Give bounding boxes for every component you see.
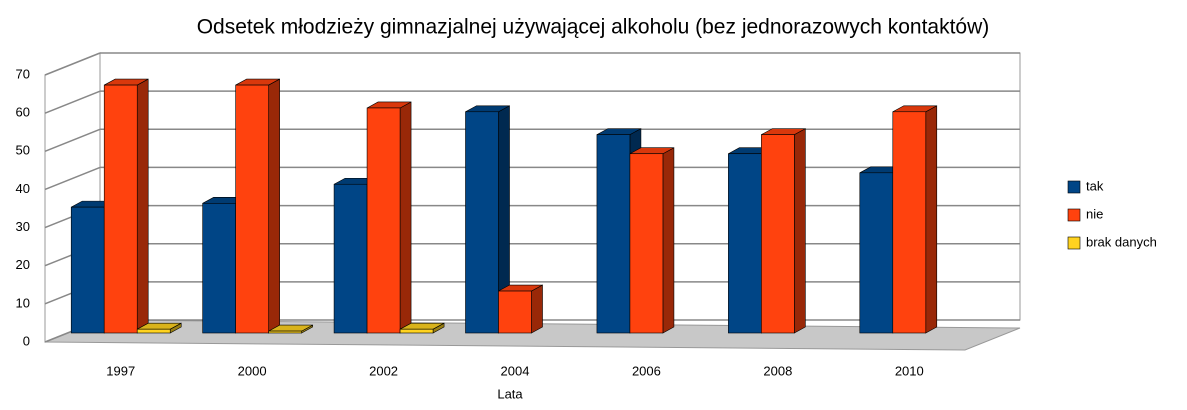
bar bbox=[892, 111, 927, 334]
bar bbox=[629, 153, 664, 334]
x-tick-label: 1997 bbox=[106, 363, 135, 378]
legend-swatch bbox=[1067, 208, 1081, 222]
grid-line bbox=[44, 90, 101, 114]
bar bbox=[728, 153, 762, 334]
y-tick-label: 20 bbox=[16, 257, 30, 272]
y-tick-label: 50 bbox=[16, 143, 30, 158]
legend-label: brak danych bbox=[1086, 234, 1157, 249]
bar bbox=[366, 107, 401, 334]
bar bbox=[235, 84, 269, 334]
bar bbox=[136, 328, 171, 334]
y-tick-label: 0 bbox=[23, 333, 30, 348]
bar bbox=[596, 134, 631, 334]
bar bbox=[268, 330, 302, 334]
grid-line bbox=[44, 52, 101, 76]
x-tick-label: 2010 bbox=[895, 363, 924, 378]
y-tick-label: 60 bbox=[16, 105, 30, 120]
chart-title: Odsetek młodzieży gimnazjalnej używające… bbox=[197, 16, 990, 39]
bar-side bbox=[531, 284, 543, 334]
x-axis-label: Lata bbox=[497, 386, 523, 401]
grid-line bbox=[44, 166, 101, 191]
y-tick-label: 40 bbox=[16, 181, 30, 196]
legend-label: tak bbox=[1086, 178, 1104, 193]
bar bbox=[859, 172, 894, 334]
bar-side bbox=[794, 128, 806, 334]
y-tick-label: 70 bbox=[16, 66, 30, 81]
bar bbox=[399, 328, 434, 334]
bar-side bbox=[925, 105, 938, 334]
y-tick-label: 10 bbox=[16, 295, 30, 310]
x-tick-label: 2004 bbox=[501, 363, 530, 378]
bar bbox=[465, 111, 499, 334]
bar bbox=[202, 203, 236, 334]
x-tick-label: 2002 bbox=[369, 363, 398, 378]
x-tick-label: 2006 bbox=[632, 363, 661, 378]
legend-swatch bbox=[1067, 180, 1081, 194]
bar-side bbox=[268, 78, 280, 334]
x-tick-label: 2000 bbox=[238, 363, 267, 378]
bar bbox=[103, 84, 138, 334]
bar-side bbox=[662, 147, 675, 334]
x-tick-label: 2008 bbox=[763, 363, 792, 378]
legend-label: nie bbox=[1086, 206, 1103, 221]
y-tick-label: 30 bbox=[16, 219, 30, 234]
grid-line bbox=[44, 128, 101, 152]
bar-side bbox=[136, 78, 149, 334]
bar bbox=[333, 183, 368, 334]
legend-swatch bbox=[1067, 236, 1081, 250]
bar-side bbox=[399, 101, 412, 334]
bar bbox=[761, 134, 795, 334]
bar bbox=[70, 206, 105, 334]
bar bbox=[498, 290, 532, 334]
